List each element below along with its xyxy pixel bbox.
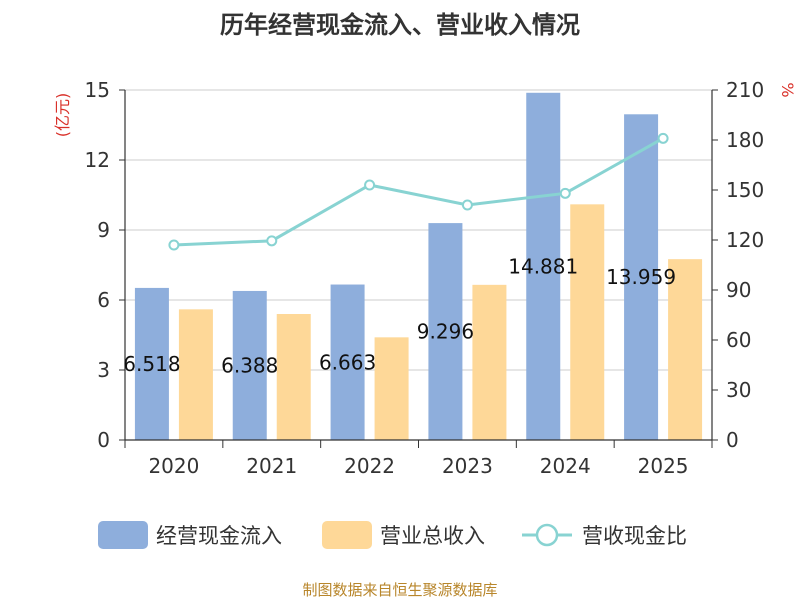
data-labels: 6.518 6.388 6.663 9.296 14.881 13.959 bbox=[123, 254, 676, 377]
bars bbox=[134, 92, 703, 440]
bar-cash-inflow bbox=[134, 287, 169, 440]
bar-cash-inflow bbox=[526, 92, 561, 440]
ratio-point bbox=[168, 239, 180, 251]
bar-data-label: 6.663 bbox=[319, 350, 376, 374]
legend-label: 营业总收入 bbox=[380, 524, 485, 548]
right-axis-unit: % bbox=[778, 82, 797, 97]
legend-swatch bbox=[322, 521, 372, 549]
right-tick-label: 150 bbox=[726, 178, 764, 202]
bar-data-label: 13.959 bbox=[606, 265, 676, 289]
bar-data-label: 6.388 bbox=[221, 353, 278, 377]
left-axis-unit: (亿元) bbox=[53, 93, 72, 138]
ratio-point bbox=[461, 199, 473, 211]
ratio-line bbox=[168, 132, 669, 251]
right-tick-label: 120 bbox=[726, 228, 764, 252]
x-tick-label: 2025 bbox=[638, 454, 689, 478]
legend-label: 营收现金比 bbox=[582, 524, 687, 548]
legend: 经营现金流入 营业总收入 营收现金比 bbox=[98, 521, 687, 549]
ratio-point bbox=[266, 235, 278, 247]
left-tick-label: 9 bbox=[97, 218, 110, 242]
bar-data-label: 9.296 bbox=[417, 320, 474, 344]
bar-revenue bbox=[570, 204, 605, 440]
bar-cash-inflow bbox=[232, 290, 267, 440]
x-tick-label: 2021 bbox=[246, 454, 297, 478]
legend-swatch bbox=[98, 521, 148, 549]
right-tick-label: 60 bbox=[726, 328, 751, 352]
bar-cash-inflow bbox=[330, 284, 365, 440]
right-tick-label: 0 bbox=[726, 428, 739, 452]
right-tick-label: 210 bbox=[726, 78, 764, 102]
x-tick-label: 2024 bbox=[540, 454, 591, 478]
legend-label: 经营现金流入 bbox=[156, 524, 282, 548]
bar-cash-inflow bbox=[624, 114, 659, 440]
left-tick-label: 0 bbox=[97, 428, 110, 452]
left-tick-label: 3 bbox=[97, 358, 110, 382]
bar-revenue bbox=[276, 314, 311, 440]
x-tick-label: 2022 bbox=[344, 454, 395, 478]
ratio-point bbox=[364, 179, 376, 191]
bar-revenue bbox=[374, 337, 409, 440]
right-tick-label: 30 bbox=[726, 378, 751, 402]
x-tick-label: 2020 bbox=[148, 454, 199, 478]
bar-revenue bbox=[178, 309, 213, 440]
ratio-point bbox=[657, 132, 669, 144]
legend-marker bbox=[535, 523, 559, 547]
left-tick-label: 15 bbox=[85, 78, 110, 102]
bar-revenue bbox=[668, 259, 703, 440]
right-tick-label: 90 bbox=[726, 278, 751, 302]
ratio-line-path bbox=[173, 137, 664, 247]
bar-revenue bbox=[472, 284, 507, 440]
chart-title: 历年经营现金流入、营业收入情况 bbox=[220, 11, 580, 39]
bar-data-label: 14.881 bbox=[508, 254, 578, 278]
source-note: 制图数据来自恒生聚源数据库 bbox=[302, 581, 497, 599]
left-tick-label: 12 bbox=[85, 148, 110, 172]
bar-cash-inflow bbox=[428, 223, 463, 440]
left-tick-label: 6 bbox=[97, 288, 110, 312]
right-tick-label: 180 bbox=[726, 128, 764, 152]
ratio-point bbox=[559, 187, 571, 199]
bar-data-label: 6.518 bbox=[123, 352, 180, 376]
x-tick-label: 2023 bbox=[442, 454, 493, 478]
